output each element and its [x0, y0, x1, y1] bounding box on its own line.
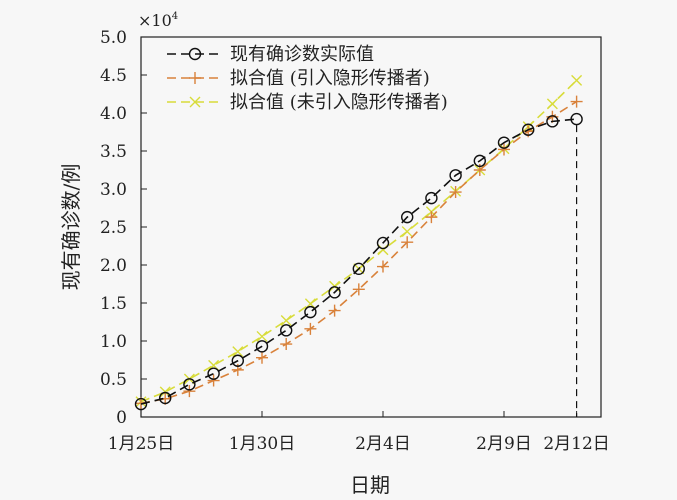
circle-marker [449, 169, 462, 182]
y-tick-label: 0.5 [100, 370, 127, 390]
circle-marker [304, 305, 317, 319]
plus-marker [256, 351, 268, 364]
circle-marker [255, 340, 269, 353]
legend-item: 拟合值 (引入隐形传播者) [167, 68, 430, 89]
x-marker [232, 346, 244, 358]
y-tick-label: 4.5 [100, 66, 127, 86]
series-0 [134, 112, 583, 417]
plus-marker [425, 211, 438, 224]
circle-marker [183, 378, 196, 391]
circle-marker [401, 210, 414, 224]
y-tick-label: 1.0 [100, 332, 127, 352]
x-tick-label: 1月25日 [108, 434, 174, 454]
circle-marker [473, 154, 486, 168]
plus-marker [570, 95, 583, 108]
series-line [140, 79, 578, 403]
plus-marker [377, 260, 389, 273]
y-axis-label: 现有确诊数/例 [59, 164, 83, 291]
plus-marker [207, 374, 220, 387]
y-tick-label: 3.5 [100, 142, 127, 162]
plus-marker [183, 385, 196, 398]
plus-marker [304, 322, 317, 335]
series-2 [135, 74, 583, 408]
circle-marker [570, 112, 583, 126]
circle-marker [376, 236, 390, 250]
circle-marker [207, 367, 220, 380]
series-1 [135, 95, 583, 410]
circle-marker [280, 324, 293, 337]
axes: 0 0.5 1.0 1.5 2.0 2.5 3.0 3.5 4.0 4.5 5.0 1月25日 1月30… [100, 28, 610, 454]
x-marker [189, 96, 201, 108]
series-group [134, 74, 583, 417]
legend-label: 拟合值 (引入隐形传播者) [230, 68, 430, 89]
y-tick-label: 1.5 [100, 294, 127, 314]
x-marker [280, 314, 292, 326]
plus-marker [449, 186, 462, 199]
legend-item: 现有确诊数实际值 [167, 44, 374, 65]
circle-marker [188, 47, 202, 61]
circle-marker [231, 354, 245, 367]
circle-marker [352, 262, 365, 275]
legend-label: 现有确诊数实际值 [230, 44, 374, 65]
x-marker [256, 330, 268, 342]
x-tick-label: 2月12日 [543, 434, 609, 454]
plus-marker [401, 236, 414, 249]
y-multiplier: ×104 [138, 11, 178, 30]
circle-marker [497, 136, 511, 149]
circle-marker [134, 397, 148, 411]
x-axis-label: 日期 [350, 473, 390, 497]
series-line [140, 100, 578, 405]
legend-item: 拟合值 (未引入隐形传播者) [167, 92, 448, 113]
circle-marker [328, 286, 341, 299]
y-tick-label: 2.5 [100, 218, 127, 238]
y-tick-label: 5.0 [100, 28, 127, 48]
x-tick-label: 2月4日 [355, 434, 411, 454]
y-tick-label: 2.0 [100, 256, 127, 276]
plus-marker [189, 72, 201, 84]
x-marker [546, 98, 558, 110]
plus-marker [280, 338, 293, 351]
y-tick-label: 0 [116, 408, 127, 428]
circle-marker [546, 115, 559, 128]
x-tick-label: 2月9日 [476, 434, 532, 454]
y-tick-label: 4.0 [100, 104, 127, 124]
x-marker [401, 226, 413, 238]
plus-marker [498, 143, 510, 156]
circle-marker [522, 123, 535, 136]
plus-marker [352, 283, 365, 296]
x-tick-label: 1月30日 [229, 434, 295, 454]
legend-label: 拟合值 (未引入隐形传播者) [230, 92, 448, 113]
circle-marker [158, 391, 172, 405]
plus-marker [328, 304, 341, 317]
circle-marker [425, 191, 438, 205]
x-marker [571, 74, 583, 86]
series-line [140, 118, 577, 405]
y-tick-label: 3.0 [100, 180, 127, 200]
